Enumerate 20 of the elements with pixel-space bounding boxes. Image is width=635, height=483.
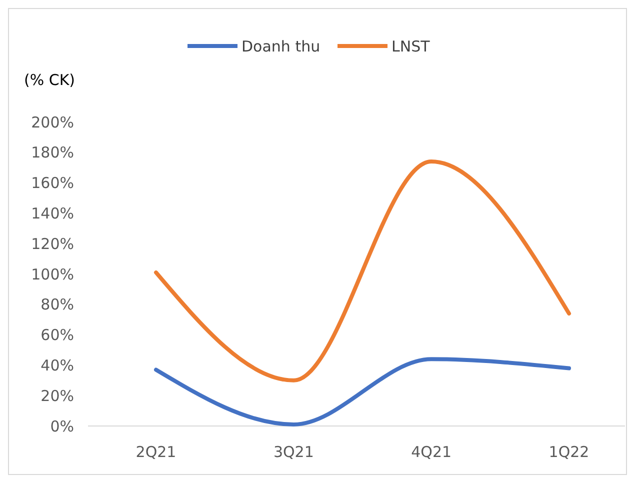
x-tick-label: 2Q21 (136, 443, 176, 461)
legend-label: Doanh thu (242, 37, 320, 56)
legend-label: LNST (392, 37, 431, 56)
line-series (154, 160, 571, 382)
y-axis-title: (% CK) (24, 71, 76, 89)
y-tick-label: 200% (31, 113, 74, 132)
x-tick-label: 4Q21 (411, 443, 452, 461)
y-tick-label: 20% (40, 386, 74, 405)
y-tick-label: 160% (31, 174, 74, 192)
y-tick-label: 80% (40, 296, 74, 314)
y-tick-label: 180% (31, 144, 74, 162)
y-tick-label: 0% (50, 417, 74, 436)
y-tick-label: 120% (31, 234, 74, 253)
y-tick-label: 140% (31, 204, 74, 222)
y-tick-label: 40% (40, 356, 74, 374)
x-tick-label: 1Q22 (548, 443, 590, 461)
y-tick-label: 100% (31, 265, 74, 284)
y-tick-label: 60% (40, 326, 74, 344)
line-series (154, 357, 571, 426)
x-tick-label: 3Q21 (273, 443, 314, 461)
